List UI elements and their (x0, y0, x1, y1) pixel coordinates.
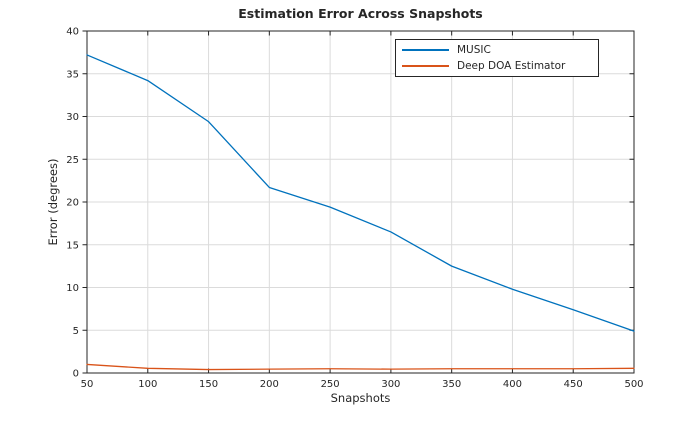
y-tick-label: 35 (66, 69, 79, 80)
legend-label-music: MUSIC (457, 44, 491, 56)
y-tick-label: 30 (66, 112, 79, 123)
x-tick-label: 400 (503, 379, 522, 390)
x-tick-label: 300 (381, 379, 400, 390)
x-axis-label: Snapshots (330, 391, 391, 405)
y-tick-label: 10 (66, 283, 79, 294)
x-tick-label: 150 (199, 379, 218, 390)
x-tick-label: 350 (442, 379, 461, 390)
x-tick-label: 200 (260, 379, 279, 390)
y-tick-label: 5 (73, 326, 79, 337)
x-tick-label: 100 (138, 379, 157, 390)
y-tick-label: 20 (66, 198, 79, 209)
legend-label-deep-doa: Deep DOA Estimator (457, 60, 566, 72)
music-line-swatch (402, 49, 449, 51)
chart-title: Estimation Error Across Snapshots (238, 6, 483, 21)
legend-item-deep-doa: Deep DOA Estimator (396, 58, 598, 74)
legend: MUSIC Deep DOA Estimator (395, 39, 599, 77)
deep-doa-line-swatch (402, 65, 449, 67)
x-tick-label: 50 (81, 379, 94, 390)
x-tick-label: 450 (564, 379, 583, 390)
deep-doa-estimator-line (86, 363, 635, 371)
x-tick-label: 500 (624, 379, 643, 390)
legend-item-music: MUSIC (396, 42, 598, 58)
y-tick-label: 15 (66, 240, 79, 251)
y-tick-label: 25 (66, 155, 79, 166)
music-line (86, 54, 635, 332)
y-tick-label: 40 (66, 27, 79, 38)
y-tick-label: 0 (73, 369, 79, 380)
x-tick-label: 250 (321, 379, 340, 390)
